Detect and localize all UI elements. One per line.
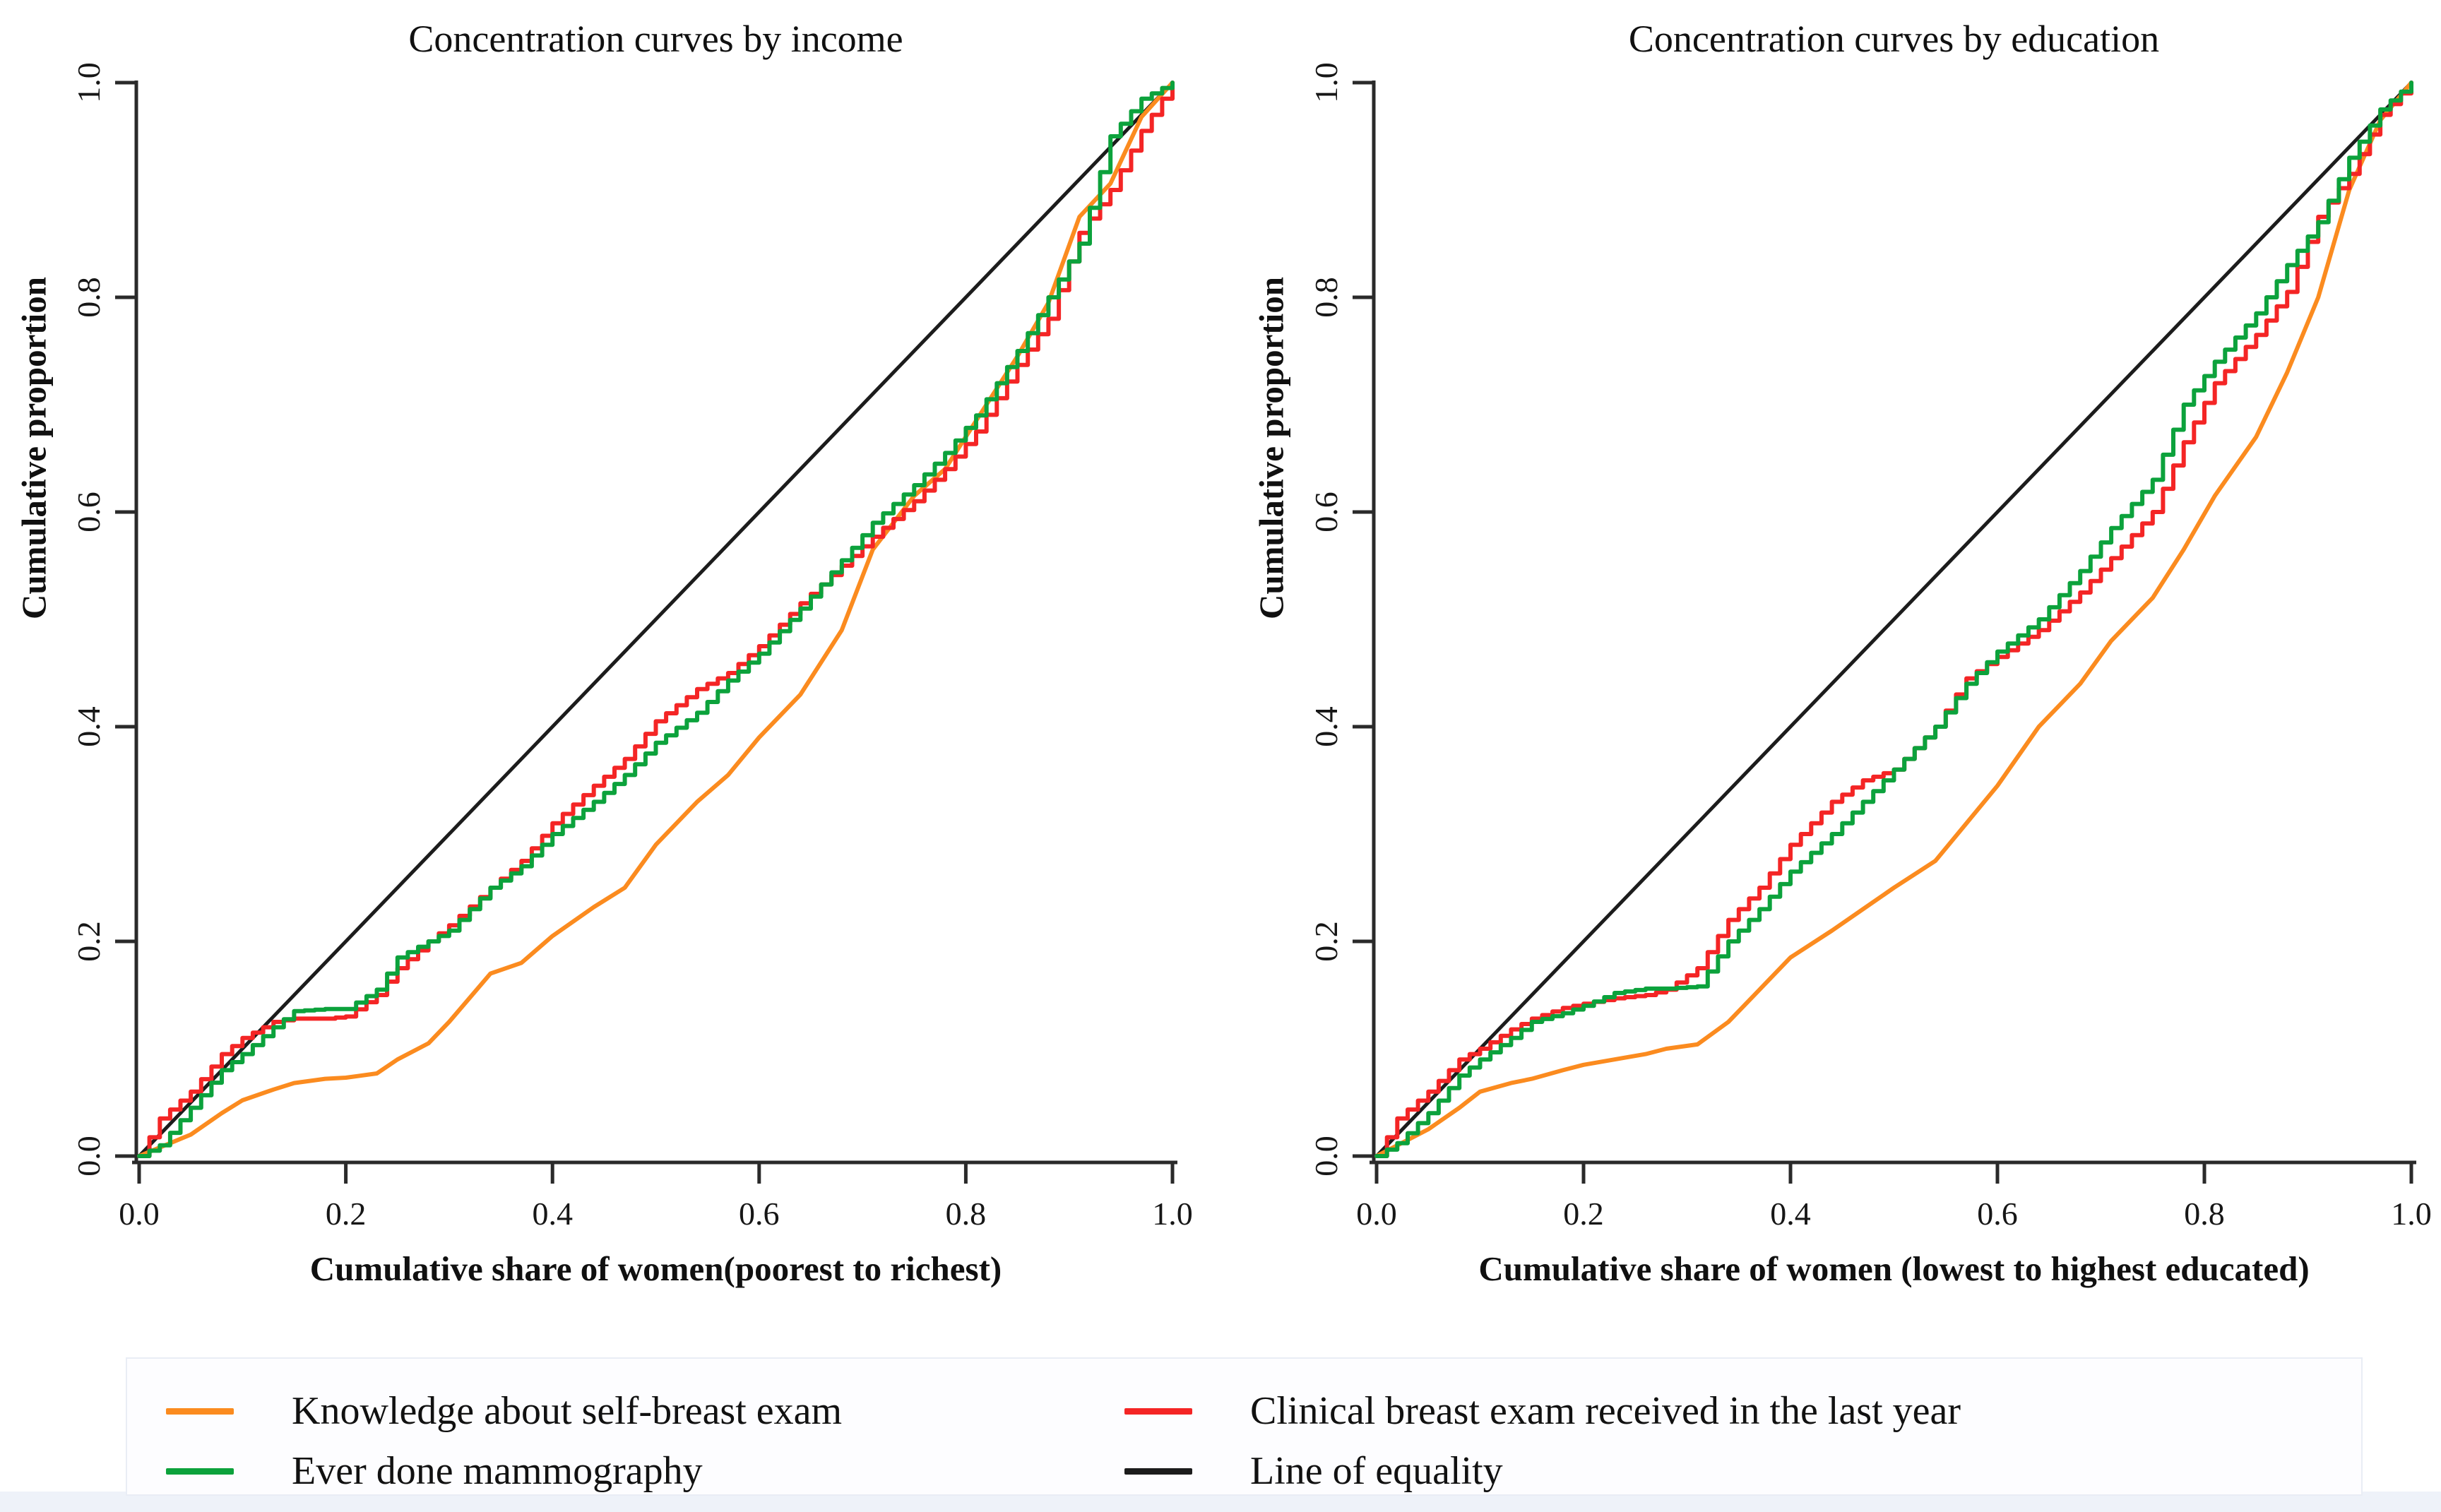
- legend-item-line-of-equality: Line of equality: [1124, 1444, 1503, 1498]
- legend: [126, 1357, 2363, 1496]
- plot-education-x-tick-label: 0.4: [1770, 1196, 1811, 1232]
- legend-item-ever-done-mammography: Ever done mammography: [166, 1444, 703, 1498]
- plot-education-y-axis-label-text: Cumulative proportion: [1252, 276, 1291, 619]
- plot-income-series-clinical-breast-exam-received-in-the-last-year: [137, 81, 1175, 1158]
- legend-item-knowledge-self-breast-exam: Knowledge about self-breast exam: [166, 1384, 842, 1438]
- plot-income-x-tick-label: 0.4: [532, 1196, 573, 1232]
- plot-income-x-tick-label: 0.6: [739, 1196, 780, 1232]
- orange-line-swatch: [166, 1407, 234, 1415]
- plot-education-x-tick-label: 0.8: [2184, 1196, 2225, 1232]
- black-line-swatch: [1124, 1468, 1192, 1475]
- plot-income-series-ever-done-mammography: [137, 81, 1175, 1158]
- plot-education-y-tick-label: 0.0: [1308, 1136, 1344, 1177]
- plot-income-y-tick-label: 0.6: [71, 492, 107, 532]
- plot-income-y-axis-label-text: Cumulative proportion: [14, 276, 54, 619]
- plot-education-y-tick-label: 0.6: [1308, 492, 1344, 532]
- plot-education-x-tick-label: 0.6: [1977, 1196, 2018, 1232]
- plot-education-series-knowledge-about-self-breast-exam: [1374, 81, 2413, 1158]
- plot-income-x-axis-label: Cumulative share of women(poorest to ric…: [309, 1249, 1002, 1288]
- plot-education-x-tick-label: 0.2: [1563, 1196, 1604, 1232]
- plot-income-series-line-of-equality: [137, 81, 1175, 1158]
- plot-income-y-tick-label: 0.4: [71, 706, 107, 747]
- red-line-swatch: [1124, 1407, 1192, 1415]
- plot-income-y-tick-label: 0.2: [71, 921, 107, 962]
- legend-item-label: Line of equality: [1250, 1449, 1503, 1493]
- legend-item-label: Knowledge about self-breast exam: [292, 1389, 843, 1433]
- plot-education-title: Concentration curves by education: [1628, 18, 2160, 60]
- plot-income-x-tick-label: 0.8: [946, 1196, 987, 1232]
- plot-education-y-tick-label: 0.4: [1308, 706, 1344, 747]
- green-line-swatch: [166, 1468, 234, 1475]
- plot-income-y-tick-label: 0.0: [71, 1136, 107, 1177]
- plot-income-x-tick-label: 1.0: [1152, 1196, 1193, 1232]
- plot-education-y-tick-label: 1.0: [1308, 62, 1344, 103]
- plot-education-x-tick-label: 1.0: [2391, 1196, 2432, 1232]
- plot-income-y-tick-label: 1.0: [71, 62, 107, 103]
- plot-income-x-tick-label: 0.2: [326, 1196, 367, 1232]
- plot-income-y-tick-label: 0.8: [71, 277, 107, 318]
- plot-education-x-axis-label: Cumulative share of women (lowest to hig…: [1478, 1249, 2310, 1288]
- plot-income-title: Concentration curves by income: [408, 18, 903, 60]
- legend-item-label: Ever done mammography: [292, 1449, 703, 1493]
- plot-education-y-tick-label: 0.8: [1308, 277, 1344, 318]
- legend-item-clinical-breast-exam: Clinical breast exam received in the las…: [1124, 1384, 1961, 1438]
- plot-education-series-line-of-equality: [1374, 81, 2413, 1158]
- plot-education-y-tick-label: 0.2: [1308, 921, 1344, 962]
- legend-item-label: Clinical breast exam received in the las…: [1250, 1389, 1961, 1433]
- plot-income-x-tick-label: 0.0: [119, 1196, 160, 1232]
- plot-education-x-tick-label: 0.0: [1356, 1196, 1397, 1232]
- plot-education-series-ever-done-mammography: [1374, 81, 2413, 1158]
